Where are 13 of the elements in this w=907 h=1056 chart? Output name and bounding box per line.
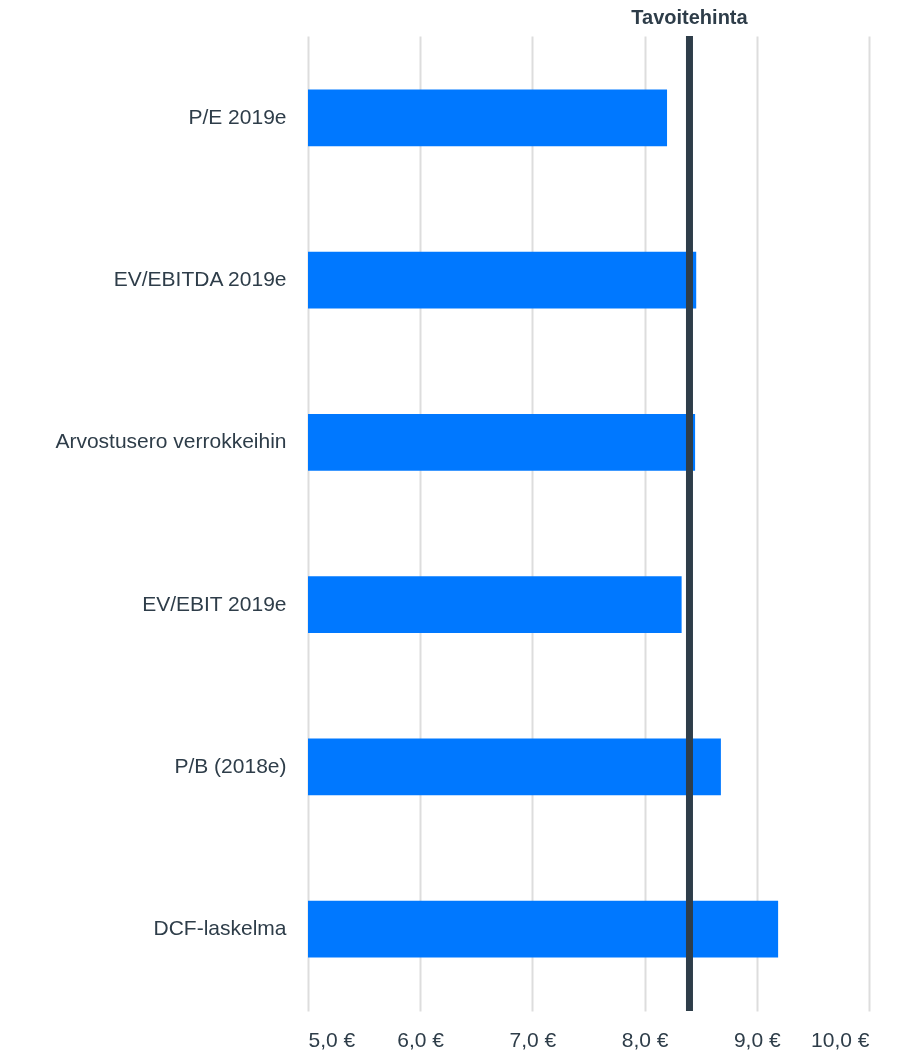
y-tick-label: P/E 2019e xyxy=(188,104,287,128)
x-tick-label: 9,0 € xyxy=(733,1027,781,1051)
x-tick-label: 8,0 € xyxy=(621,1027,669,1051)
ref-line-label: Tavoitehinta xyxy=(631,6,749,28)
x-tick-label: 7,0 € xyxy=(509,1027,557,1051)
y-tick-label: Arvostusero verrokkeihin xyxy=(55,429,287,453)
x-tick-label: 5,0 € xyxy=(308,1027,356,1051)
y-tick-label: P/B (2018e) xyxy=(174,753,287,777)
x-tick-label: 6,0 € xyxy=(397,1027,445,1051)
y-tick-label: DCF-laskelma xyxy=(153,916,287,940)
x-tick-label: 10,0 € xyxy=(811,1027,870,1051)
y-tick-label: EV/EBIT 2019e xyxy=(142,591,287,615)
y-tick-label: EV/EBITDA 2019e xyxy=(113,267,287,291)
